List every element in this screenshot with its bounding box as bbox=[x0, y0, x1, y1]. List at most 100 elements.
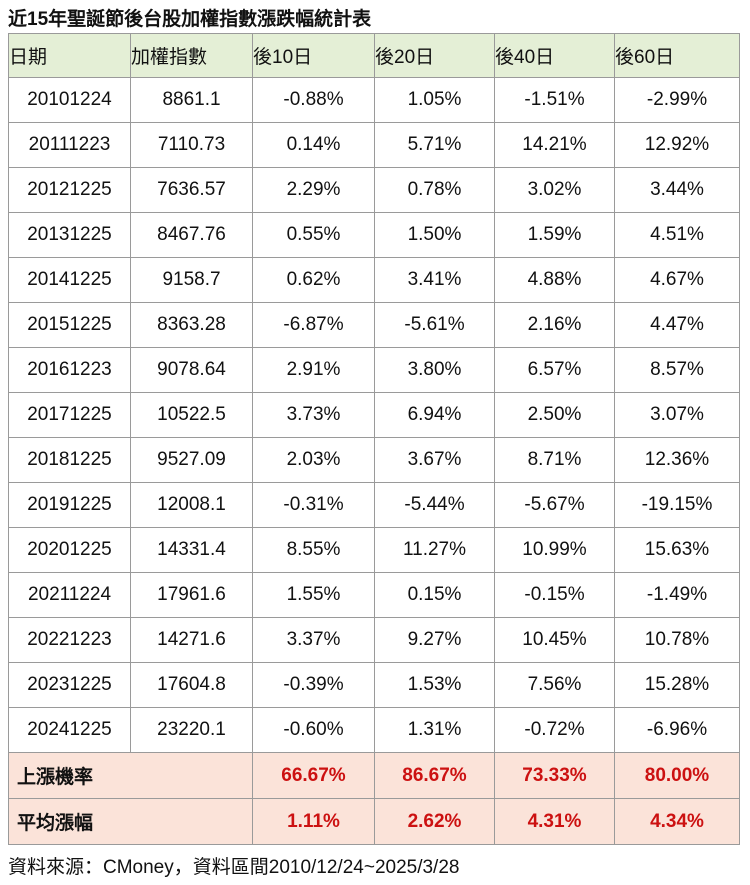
index-cell: 7636.57 bbox=[130, 167, 253, 213]
date-cell: 20241225 bbox=[8, 707, 131, 753]
after-10d-cell: 2.03% bbox=[252, 437, 375, 483]
after-20d-cell: 0.15% bbox=[374, 572, 495, 618]
after-10d-cell: 0.55% bbox=[252, 212, 375, 258]
index-cell: 9158.7 bbox=[130, 257, 253, 303]
after-20d-cell: 1.53% bbox=[374, 662, 495, 708]
page-title: 近15年聖誕節後台股加權指數漲跌幅統計表 bbox=[8, 9, 372, 30]
after-40d-cell: -0.15% bbox=[494, 572, 615, 618]
after-20d-cell: 5.71% bbox=[374, 122, 495, 168]
date-cell: 20121225 bbox=[8, 167, 131, 213]
date-cell: 20191225 bbox=[8, 482, 131, 528]
after-60d-cell: 3.07% bbox=[614, 392, 740, 438]
summary-value: 4.31% bbox=[494, 798, 615, 845]
table-row: 20201225 14331.4 8.55% 11.27% 10.99% 15.63% bbox=[8, 527, 740, 573]
after-20d-cell: 1.31% bbox=[374, 707, 495, 753]
after-10d-cell: 2.29% bbox=[252, 167, 375, 213]
date-cell: 20171225 bbox=[8, 392, 131, 438]
summary-label: 上漲機率 bbox=[8, 752, 253, 799]
after-60d-cell: 10.78% bbox=[614, 617, 740, 663]
after-10d-cell: -0.31% bbox=[252, 482, 375, 528]
after-20d-cell: 11.27% bbox=[374, 527, 495, 573]
after-60d-cell: -2.99% bbox=[614, 77, 740, 123]
index-cell: 14331.4 bbox=[130, 527, 253, 573]
column-header-20d: 後20日 bbox=[374, 33, 495, 78]
table-row: 20131225 8467.76 0.55% 1.50% 1.59% 4.51% bbox=[8, 212, 740, 258]
column-header-40d: 後40日 bbox=[494, 33, 615, 78]
after-40d-cell: 3.02% bbox=[494, 167, 615, 213]
summary-row-rise-probability: 上漲機率 66.67% 86.67% 73.33% 80.00% bbox=[8, 752, 740, 799]
table-row: 20191225 12008.1 -0.31% -5.44% -5.67% -19.15% bbox=[8, 482, 740, 528]
after-40d-cell: -1.51% bbox=[494, 77, 615, 123]
after-40d-cell: 8.71% bbox=[494, 437, 615, 483]
table-row: 20121225 7636.57 2.29% 0.78% 3.02% 3.44% bbox=[8, 167, 740, 213]
column-header-index: 加權指數 bbox=[130, 33, 253, 78]
after-60d-cell: -19.15% bbox=[614, 482, 740, 528]
column-header-10d: 後10日 bbox=[252, 33, 375, 78]
after-60d-cell: -1.49% bbox=[614, 572, 740, 618]
date-cell: 20221223 bbox=[8, 617, 131, 663]
table-row: 20241225 23220.1 -0.60% 1.31% -0.72% -6.96% bbox=[8, 707, 740, 753]
table-row: 20171225 10522.5 3.73% 6.94% 2.50% 3.07% bbox=[8, 392, 740, 438]
after-40d-cell: -0.72% bbox=[494, 707, 615, 753]
after-40d-cell: 4.88% bbox=[494, 257, 615, 303]
date-cell: 20141225 bbox=[8, 257, 131, 303]
column-header-date: 日期 bbox=[8, 33, 131, 78]
stats-table: 日期 加權指數 後10日 後20日 後40日 後60日 20101224 8861… bbox=[8, 33, 740, 845]
summary-value: 4.34% bbox=[614, 798, 740, 845]
after-20d-cell: -5.44% bbox=[374, 482, 495, 528]
index-cell: 12008.1 bbox=[130, 482, 253, 528]
table-body: 20101224 8861.1 -0.88% 1.05% -1.51% -2.99% 201… bbox=[8, 77, 740, 845]
index-cell: 17604.8 bbox=[130, 662, 253, 708]
after-10d-cell: -0.88% bbox=[252, 77, 375, 123]
date-cell: 20131225 bbox=[8, 212, 131, 258]
after-20d-cell: 3.41% bbox=[374, 257, 495, 303]
after-10d-cell: 3.37% bbox=[252, 617, 375, 663]
table-row: 20141225 9158.7 0.62% 3.41% 4.88% 4.67% bbox=[8, 257, 740, 303]
index-cell: 8467.76 bbox=[130, 212, 253, 258]
after-60d-cell: -6.96% bbox=[614, 707, 740, 753]
summary-value: 66.67% bbox=[252, 752, 375, 799]
after-60d-cell: 12.36% bbox=[614, 437, 740, 483]
after-10d-cell: -0.39% bbox=[252, 662, 375, 708]
after-10d-cell: 2.91% bbox=[252, 347, 375, 393]
table-row: 20211224 17961.6 1.55% 0.15% -0.15% -1.49% bbox=[8, 572, 740, 618]
after-60d-cell: 4.47% bbox=[614, 302, 740, 348]
after-10d-cell: -0.60% bbox=[252, 707, 375, 753]
after-40d-cell: 10.45% bbox=[494, 617, 615, 663]
table-row: 20101224 8861.1 -0.88% 1.05% -1.51% -2.99% bbox=[8, 77, 740, 123]
column-header-60d: 後60日 bbox=[614, 33, 740, 78]
after-20d-cell: 0.78% bbox=[374, 167, 495, 213]
after-60d-cell: 12.92% bbox=[614, 122, 740, 168]
after-60d-cell: 15.28% bbox=[614, 662, 740, 708]
after-10d-cell: 3.73% bbox=[252, 392, 375, 438]
after-40d-cell: 14.21% bbox=[494, 122, 615, 168]
summary-value: 1.11% bbox=[252, 798, 375, 845]
date-cell: 20111223 bbox=[8, 122, 131, 168]
table-row: 20151225 8363.28 -6.87% -5.61% 2.16% 4.47% bbox=[8, 302, 740, 348]
after-40d-cell: 6.57% bbox=[494, 347, 615, 393]
after-10d-cell: 0.14% bbox=[252, 122, 375, 168]
summary-value: 86.67% bbox=[374, 752, 495, 799]
index-cell: 10522.5 bbox=[130, 392, 253, 438]
after-20d-cell: 3.80% bbox=[374, 347, 495, 393]
after-10d-cell: 8.55% bbox=[252, 527, 375, 573]
after-20d-cell: 9.27% bbox=[374, 617, 495, 663]
summary-value: 80.00% bbox=[614, 752, 740, 799]
index-cell: 8861.1 bbox=[130, 77, 253, 123]
table-row: 20181225 9527.09 2.03% 3.67% 8.71% 12.36% bbox=[8, 437, 740, 483]
after-40d-cell: 2.16% bbox=[494, 302, 615, 348]
date-cell: 20161223 bbox=[8, 347, 131, 393]
table-header-row: 日期 加權指數 後10日 後20日 後40日 後60日 bbox=[8, 33, 740, 78]
index-cell: 23220.1 bbox=[130, 707, 253, 753]
after-60d-cell: 15.63% bbox=[614, 527, 740, 573]
summary-value: 73.33% bbox=[494, 752, 615, 799]
date-cell: 20181225 bbox=[8, 437, 131, 483]
date-cell: 20201225 bbox=[8, 527, 131, 573]
index-cell: 9078.64 bbox=[130, 347, 253, 393]
summary-value: 2.62% bbox=[374, 798, 495, 845]
after-40d-cell: 2.50% bbox=[494, 392, 615, 438]
date-cell: 20231225 bbox=[8, 662, 131, 708]
index-cell: 7110.73 bbox=[130, 122, 253, 168]
table-row: 20111223 7110.73 0.14% 5.71% 14.21% 12.92% bbox=[8, 122, 740, 168]
after-10d-cell: 0.62% bbox=[252, 257, 375, 303]
